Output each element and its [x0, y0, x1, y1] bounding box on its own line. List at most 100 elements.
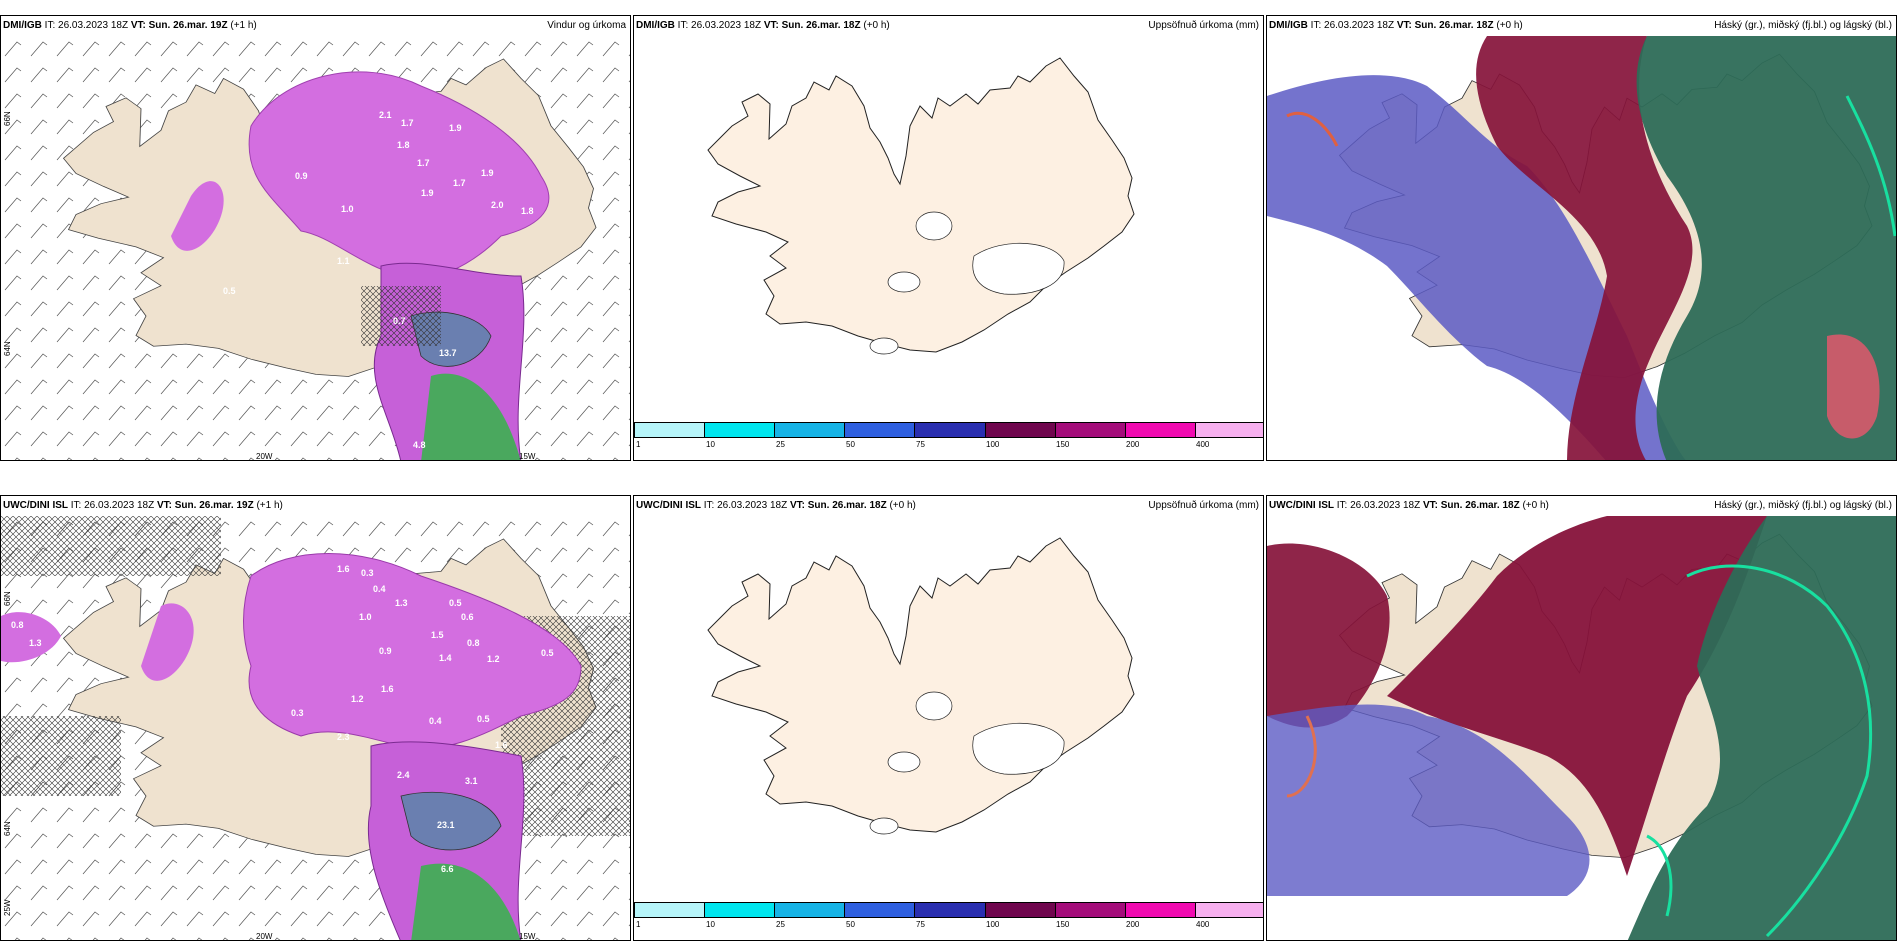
- svg-text:1.0: 1.0: [341, 204, 354, 214]
- svg-text:1.6: 1.6: [495, 740, 508, 750]
- mid-cloud-area: [1267, 543, 1390, 728]
- precip-west-area: [171, 181, 224, 251]
- panel-dmi-wind-precip: DMI/IGB IT: 26.03.2023 18Z VT: Sun. 26.m…: [0, 15, 631, 461]
- svg-text:2.3: 2.3: [337, 732, 350, 742]
- precip-green-area: [421, 373, 521, 460]
- svg-text:0.4: 0.4: [429, 716, 442, 726]
- model-name: DMI/IGB: [636, 20, 675, 31]
- valid-time: Sun. 26.mar. 18Z: [781, 20, 861, 31]
- colorbar-tick: 150: [1056, 920, 1070, 929]
- svg-text:1.5: 1.5: [431, 630, 444, 640]
- cloud-map[interactable]: [1267, 516, 1897, 941]
- colorbar-swatch: [844, 422, 916, 438]
- svg-text:1.9: 1.9: [421, 188, 434, 198]
- valid-time-label: VT:: [156, 500, 172, 511]
- svg-text:0.9: 0.9: [379, 646, 392, 656]
- panel-header: DMI/IGB IT: 26.03.2023 18Z VT: Sun. 26.m…: [634, 16, 1263, 36]
- valid-time-label: VT:: [763, 20, 779, 31]
- colorbar-tick: 75: [916, 440, 925, 449]
- panel-header: DMI/IGB IT: 26.03.2023 18Z VT: Sun. 26.m…: [1267, 16, 1896, 36]
- panel-uwc-accum-precip: UWC/DINI ISL IT: 26.03.2023 18Z VT: Sun.…: [633, 495, 1264, 941]
- colorbar-tick: 25: [776, 440, 785, 449]
- colorbar-tick: 50: [846, 440, 855, 449]
- lead-time: (+0 h): [863, 20, 890, 31]
- valid-time-label: VT:: [1422, 500, 1438, 511]
- colorbar-tick: 50: [846, 920, 855, 929]
- colorbar-swatch: [914, 422, 986, 438]
- svg-text:1.2: 1.2: [487, 654, 500, 664]
- cloud-map[interactable]: [1267, 36, 1897, 461]
- svg-text:1.8: 1.8: [397, 140, 410, 150]
- lat-label-64: 64N: [3, 821, 12, 836]
- svg-text:0.5: 0.5: [223, 286, 236, 296]
- init-time: IT: 26.03.2023 18Z: [703, 500, 788, 511]
- glacier-hofsjokull: [887, 271, 921, 293]
- colorbar-tick: 100: [986, 440, 1000, 449]
- colorbar-swatch: [774, 422, 846, 438]
- lat-label-66: 66N: [3, 111, 12, 126]
- panel-header: UWC/DINI ISL IT: 26.03.2023 18Z VT: Sun.…: [1, 496, 630, 516]
- colorbar-tick: 400: [1196, 440, 1210, 449]
- svg-text:1.4: 1.4: [439, 653, 452, 663]
- model-name: UWC/DINI ISL: [3, 500, 68, 511]
- cloud-edge-line: [1286, 111, 1339, 147]
- glacier-myrdalsjokull: [869, 817, 899, 835]
- lead-time: (+0 h): [889, 500, 916, 511]
- valid-time: Sun. 26.mar. 19Z: [174, 500, 254, 511]
- product-title: Vindur og úrkoma: [547, 20, 626, 31]
- colorbar-tick: 10: [706, 920, 715, 929]
- colorbar-tick: 400: [1196, 920, 1210, 929]
- colorbar-swatch: [1124, 422, 1196, 438]
- colorbar-ticks: 1 10 25 50 75 100 150 200 400: [634, 438, 1263, 450]
- product-title: Uppsöfnuð úrkoma (mm): [1148, 20, 1259, 31]
- lead-time: (+1 h): [230, 20, 257, 31]
- colorbar-tick: 150: [1056, 440, 1070, 449]
- svg-text:1.7: 1.7: [453, 178, 466, 188]
- glacier-langjokull: [915, 211, 953, 241]
- lon-label-15: 15W: [519, 932, 536, 941]
- product-title: Háský (gr.), miðský (fj.bl.) og lágský (…: [1714, 500, 1892, 511]
- svg-text:1.3: 1.3: [29, 638, 42, 648]
- lon-label-25: 25W: [3, 899, 12, 916]
- svg-text:4.8: 4.8: [413, 440, 426, 450]
- colorbar-swatch: [634, 422, 706, 438]
- colorbar-swatch: [634, 902, 706, 918]
- wind-precip-map[interactable]: 2.1 1.7 1.9 1.8 1.7 0.9 1.9 1.7 1.9 1.0 …: [1, 36, 631, 461]
- svg-text:3.1: 3.1: [465, 776, 478, 786]
- valid-time: Sun. 26.mar. 18Z: [1414, 20, 1494, 31]
- model-name: UWC/DINI ISL: [1269, 500, 1334, 511]
- colorbar-swatches: [634, 422, 1263, 438]
- low-cloud-area: [1267, 704, 1590, 896]
- svg-text:23.1: 23.1: [437, 820, 455, 830]
- svg-text:0.6: 0.6: [461, 612, 474, 622]
- valid-time: Sun. 26.mar. 18Z: [1440, 500, 1520, 511]
- init-time: IT: 26.03.2023 18Z: [1310, 20, 1395, 31]
- colorbar-swatch: [984, 902, 1056, 918]
- accum-precip-map[interactable]: [634, 516, 1264, 916]
- svg-text:2.0: 2.0: [491, 200, 504, 210]
- wind-precip-map[interactable]: 1.6 0.3 0.4 1.3 0.5 1.0 0.6 1.5 0.8 1.4 …: [1, 516, 631, 941]
- colorbar: 1 10 25 50 75 100 150 200 400: [634, 422, 1263, 452]
- svg-text:1.6: 1.6: [337, 564, 350, 574]
- panel-dmi-clouds: DMI/IGB IT: 26.03.2023 18Z VT: Sun. 26.m…: [1266, 15, 1897, 461]
- lead-time: (+0 h): [1522, 500, 1549, 511]
- svg-text:1.1: 1.1: [337, 256, 350, 266]
- accum-precip-map[interactable]: [634, 36, 1264, 436]
- colorbar-swatch: [1194, 422, 1263, 438]
- panel-dmi-accum-precip: DMI/IGB IT: 26.03.2023 18Z VT: Sun. 26.m…: [633, 15, 1264, 461]
- svg-text:2.4: 2.4: [397, 770, 410, 780]
- hatch-area: [1, 516, 221, 576]
- low-cloud-area: [1267, 75, 1686, 460]
- cloud-overlap-area: [1827, 334, 1880, 439]
- colorbar-swatch: [1124, 902, 1196, 918]
- panel-uwc-clouds: UWC/DINI ISL IT: 26.03.2023 18Z VT: Sun.…: [1266, 495, 1897, 941]
- lon-label-20: 20W: [256, 452, 273, 461]
- svg-text:1.7: 1.7: [401, 118, 414, 128]
- cloud-edge-line: [1646, 834, 1673, 917]
- svg-text:1.6: 1.6: [381, 684, 394, 694]
- svg-text:0.3: 0.3: [291, 708, 304, 718]
- svg-text:0.8: 0.8: [11, 620, 24, 630]
- colorbar-swatch: [1054, 422, 1126, 438]
- svg-text:1.7: 1.7: [417, 158, 430, 168]
- svg-text:1.9: 1.9: [449, 123, 462, 133]
